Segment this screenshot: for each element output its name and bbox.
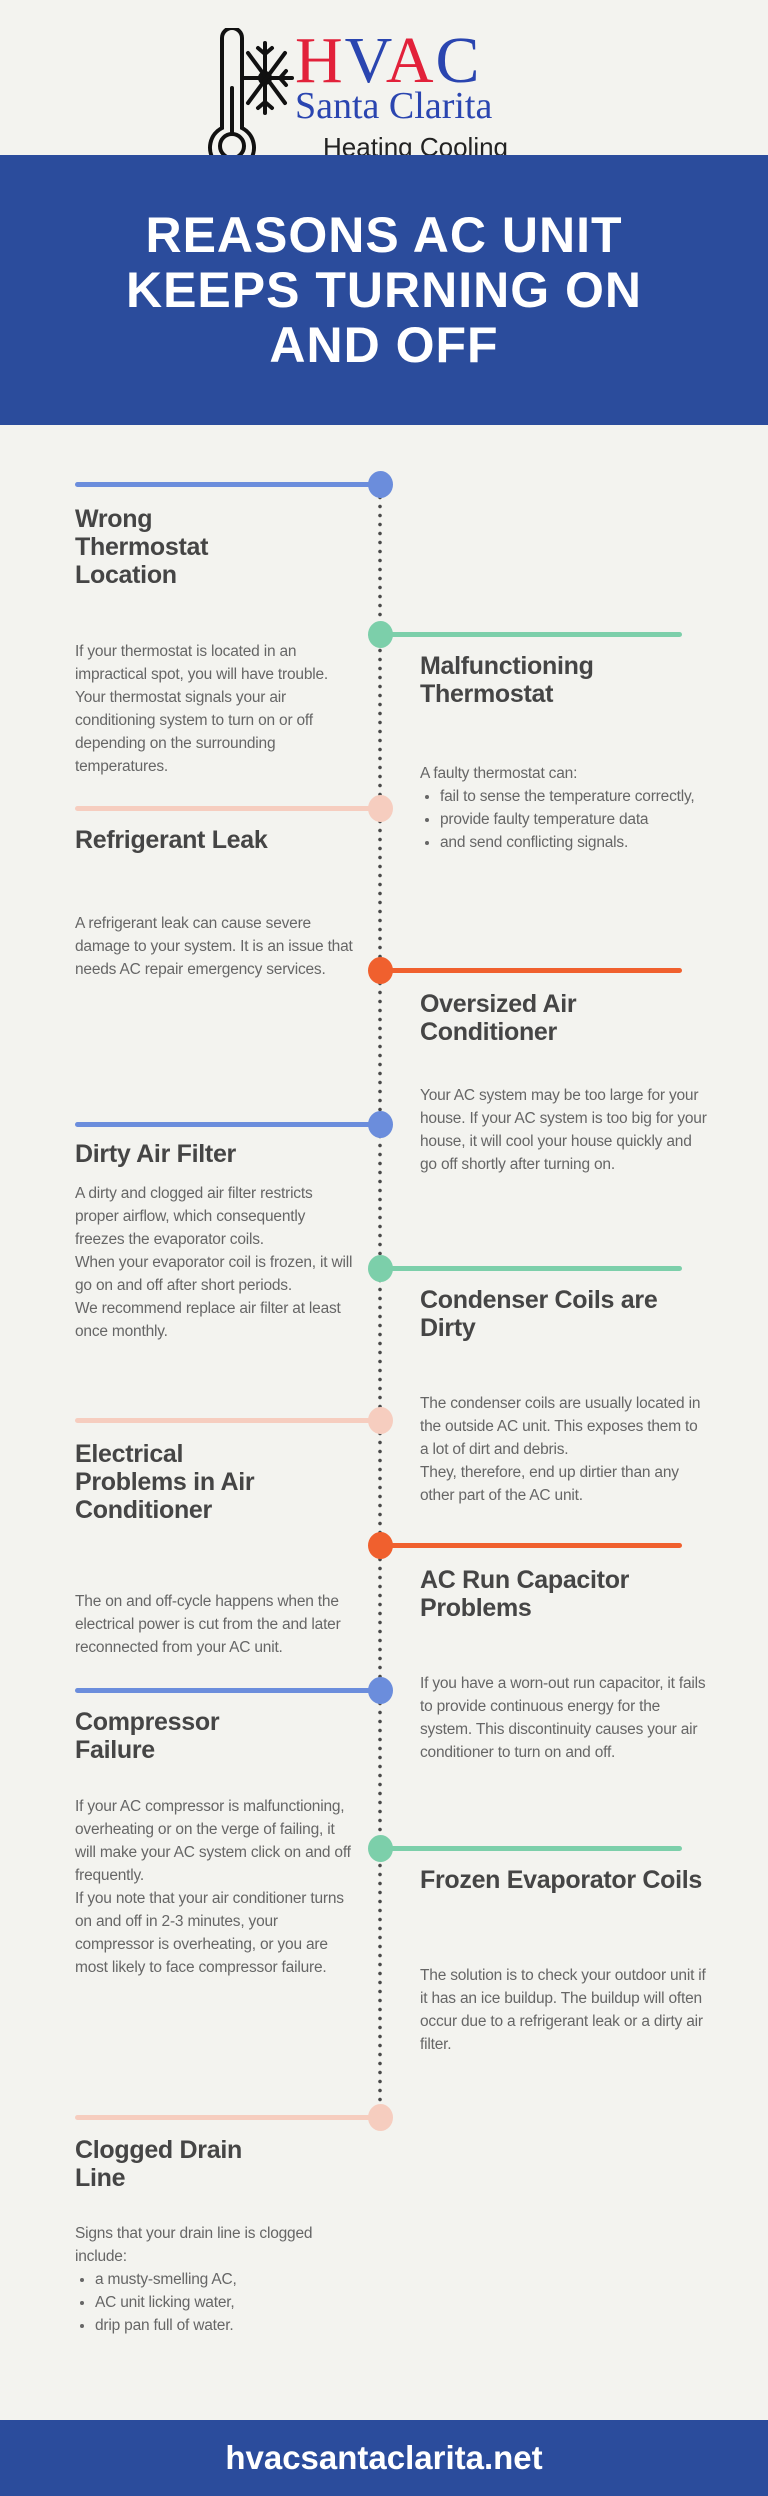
bullet-item: fail to sense the temperature correctly, bbox=[440, 785, 710, 808]
description-paragraph: A dirty and clogged air filter restricts… bbox=[75, 1185, 313, 1248]
reason-description: A refrigerant leak can cause severe dama… bbox=[75, 912, 355, 981]
connector-line bbox=[380, 1266, 682, 1271]
logo-letter: V bbox=[344, 24, 386, 97]
bullet-item: a musty-smelling AC, bbox=[95, 2268, 355, 2291]
timeline-dot bbox=[368, 1677, 393, 1704]
timeline-dot bbox=[368, 795, 393, 822]
timeline-dot bbox=[368, 957, 393, 984]
timeline-dot bbox=[368, 621, 393, 648]
reason-title: AC Run Capacitor Problems bbox=[420, 1566, 630, 1622]
footer: hvacsantaclarita.net bbox=[0, 2420, 768, 2496]
reason-title: Refrigerant Leak bbox=[75, 826, 268, 854]
timeline-dot bbox=[368, 1532, 393, 1559]
reason-description: If your thermostat is located in an impr… bbox=[75, 640, 355, 778]
bullet-item: and send conflicting signals. bbox=[440, 831, 710, 854]
connector-line bbox=[75, 1122, 380, 1127]
reason-description: If you have a worn-out run capacitor, it… bbox=[420, 1672, 710, 1764]
page-title: REASONS AC UNIT KEEPS TURNING ON AND OFF bbox=[125, 206, 643, 373]
reason-title: Electrical Problems in Air Conditioner bbox=[75, 1440, 255, 1524]
logo-hvac: HVAC bbox=[295, 28, 482, 94]
description-paragraph: A faulty thermostat can: bbox=[420, 765, 578, 782]
connector-line bbox=[75, 2115, 380, 2120]
connector-line bbox=[75, 1688, 380, 1693]
description-paragraph: If your AC compressor is malfunctioning,… bbox=[75, 1798, 351, 1884]
description-paragraph: The solution is to check your outdoor un… bbox=[420, 1967, 706, 2053]
connector-line bbox=[380, 1846, 682, 1851]
reason-title: Dirty Air Filter bbox=[75, 1140, 236, 1168]
reason-title: Frozen Evaporator Coils bbox=[420, 1866, 703, 1894]
connector-line bbox=[380, 1543, 682, 1548]
bullet-list: fail to sense the temperature correctly,… bbox=[420, 785, 710, 854]
description-paragraph: The condenser coils are usually located … bbox=[420, 1395, 701, 1458]
timeline-dot bbox=[368, 1835, 393, 1862]
logo-santa-clarita: Santa Clarita bbox=[295, 85, 493, 127]
connector-line bbox=[75, 806, 380, 811]
thermometer-snowflake-icon bbox=[208, 28, 294, 168]
reason-description: The condenser coils are usually located … bbox=[420, 1392, 710, 1507]
description-paragraph: When your evaporator coil is frozen, it … bbox=[75, 1254, 353, 1294]
description-paragraph: Signs that your drain line is clogged in… bbox=[75, 2225, 313, 2265]
reason-description: The on and off-cycle happens when the el… bbox=[75, 1590, 355, 1659]
description-paragraph: If you have a worn-out run capacitor, it… bbox=[420, 1675, 706, 1761]
timeline-dot bbox=[368, 2104, 393, 2131]
reason-title: Wrong Thermostat Location bbox=[75, 505, 209, 589]
title-banner: REASONS AC UNIT KEEPS TURNING ON AND OFF bbox=[0, 155, 768, 425]
connector-line bbox=[380, 632, 682, 637]
reason-description: A dirty and clogged air filter restricts… bbox=[75, 1182, 355, 1343]
reason-description: Your AC system may be too large for your… bbox=[420, 1084, 710, 1176]
timeline-dot bbox=[368, 1407, 393, 1434]
reason-description: If your AC compressor is malfunctioning,… bbox=[75, 1795, 355, 1979]
description-paragraph: We recommend replace air filter at least… bbox=[75, 1300, 341, 1340]
reason-description: The solution is to check your outdoor un… bbox=[420, 1964, 710, 2056]
bullet-list: a musty-smelling AC,AC unit licking wate… bbox=[75, 2268, 355, 2337]
logo-letter: C bbox=[435, 24, 482, 97]
reason-description: A faulty thermostat can: fail to sense th… bbox=[420, 762, 710, 854]
description-paragraph: Your AC system may be too large for your… bbox=[420, 1087, 707, 1173]
logo-letter: H bbox=[295, 24, 345, 97]
reason-title: Compressor Failure bbox=[75, 1708, 220, 1764]
connector-line bbox=[75, 482, 380, 487]
timeline-dot bbox=[368, 471, 393, 498]
description-paragraph: They, therefore, end up dirtier than any… bbox=[420, 1464, 679, 1504]
reason-title: Condenser Coils are Dirty bbox=[420, 1286, 658, 1342]
reason-title: Clogged Drain Line bbox=[75, 2136, 242, 2192]
description-paragraph: The on and off-cycle happens when the el… bbox=[75, 1593, 341, 1656]
connector-line bbox=[75, 1418, 380, 1423]
reason-title: Oversized Air Conditioner bbox=[420, 990, 577, 1046]
connector-line bbox=[380, 968, 682, 973]
reason-description: Signs that your drain line is clogged in… bbox=[75, 2222, 355, 2337]
bullet-item: provide faulty temperature data bbox=[440, 808, 710, 831]
website-link[interactable]: hvacsantaclarita.net bbox=[225, 2439, 543, 2476]
timeline-dotted-line bbox=[378, 484, 382, 2117]
reason-title: Malfunctioning Thermostat bbox=[420, 652, 594, 708]
description-paragraph: If your thermostat is located in an impr… bbox=[75, 643, 329, 775]
description-paragraph: A refrigerant leak can cause severe dama… bbox=[75, 915, 353, 978]
bullet-item: drip pan full of water. bbox=[95, 2314, 355, 2337]
description-paragraph: If you note that your air conditioner tu… bbox=[75, 1890, 344, 1976]
logo: HVAC Santa Clarita Heating Cooling bbox=[200, 28, 600, 168]
logo-letter: A bbox=[385, 24, 436, 97]
bullet-item: AC unit licking water, bbox=[95, 2291, 355, 2314]
timeline-dot bbox=[368, 1255, 393, 1282]
timeline-dot bbox=[368, 1111, 393, 1138]
